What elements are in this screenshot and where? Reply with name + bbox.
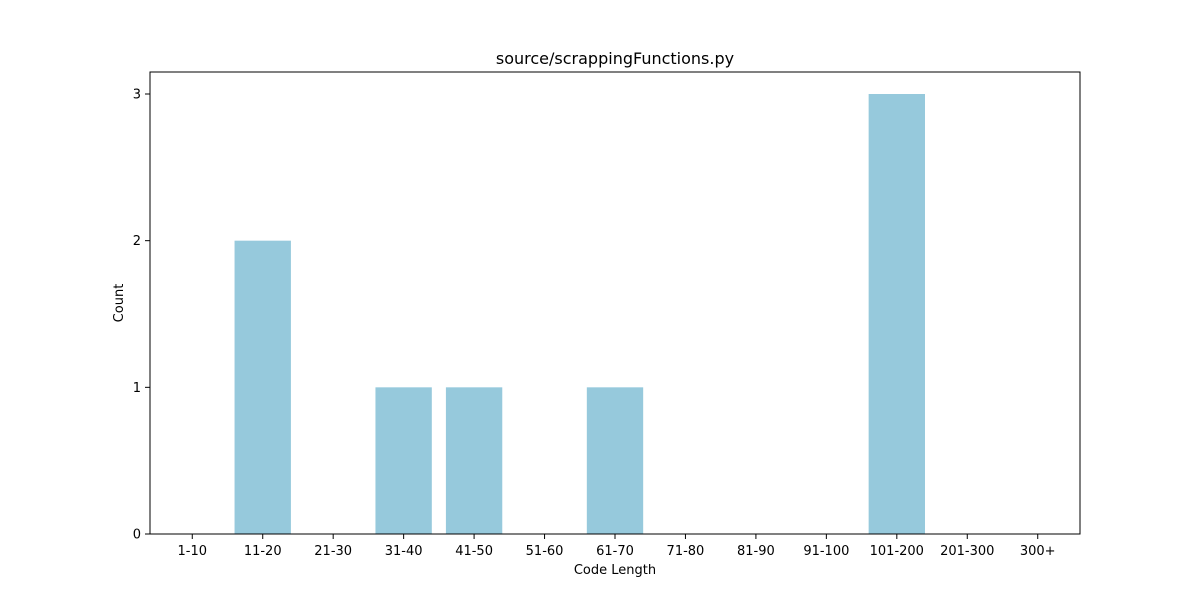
x-tick-label: 81-90 (737, 544, 775, 559)
x-tick-label: 51-60 (526, 544, 564, 559)
bar-101-200 (868, 94, 925, 534)
x-tick-label: 41-50 (455, 544, 493, 559)
bar-11-20 (234, 240, 291, 535)
y-axis-label: Count (112, 284, 127, 323)
bar-31-40 (375, 387, 432, 534)
x-tick-label: 101-200 (870, 544, 924, 559)
y-tick-label: 2 (133, 234, 141, 249)
x-tick-label: 11-20 (244, 544, 282, 559)
x-tick-label: 300+ (1020, 544, 1056, 559)
y-tick-label: 3 (133, 88, 141, 103)
y-tick-label: 0 (133, 528, 141, 543)
x-tick-label: 31-40 (385, 544, 423, 559)
x-tick-label: 201-300 (940, 544, 994, 559)
chart-title: source/scrappingFunctions.py (496, 49, 734, 68)
y-axis: 0 1 2 3 (133, 88, 150, 543)
x-axis-label: Code Length (574, 563, 656, 578)
x-tick-label: 61-70 (596, 544, 634, 559)
x-tick-label: 21-30 (314, 544, 352, 559)
x-tick-label: 91-100 (803, 544, 849, 559)
bar-61-70 (586, 387, 644, 534)
y-tick-label: 1 (133, 381, 141, 396)
x-tick-label: 1-10 (178, 544, 208, 559)
bar-41-50 (445, 387, 503, 534)
x-tick-label: 71-80 (667, 544, 705, 559)
bars-layer (234, 94, 925, 535)
x-axis: 1-10 11-20 21-30 31-40 41-50 51-60 61-70 71-80 8… (178, 534, 1056, 559)
